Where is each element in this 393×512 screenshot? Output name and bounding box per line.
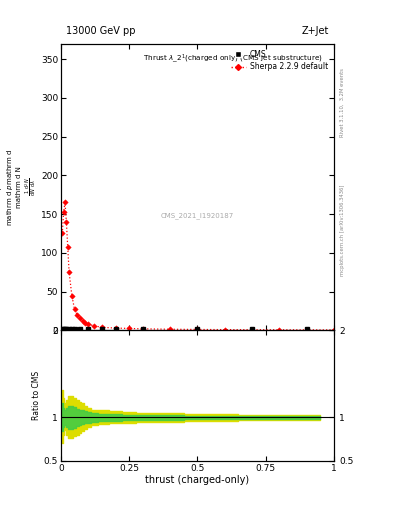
Legend: CMS, Sherpa 2.2.9 default: CMS, Sherpa 2.2.9 default xyxy=(228,47,330,74)
Y-axis label: mathrm d$^2$N
mathrm d $p$mathrm d
mathrm d $p$mathrm d
mathrm d N
$\frac{1}{\ma: mathrm d$^2$N mathrm d $p$mathrm d mathr… xyxy=(0,148,40,226)
Y-axis label: Ratio to CMS: Ratio to CMS xyxy=(32,371,41,420)
Text: Rivet 3.1.10,  3.2M events: Rivet 3.1.10, 3.2M events xyxy=(340,68,345,137)
Text: CMS_2021_I1920187: CMS_2021_I1920187 xyxy=(161,212,234,219)
Text: Z+Jet: Z+Jet xyxy=(301,26,329,36)
Text: Thrust $\lambda$_2$^1$(charged only) (CMS jet substructure): Thrust $\lambda$_2$^1$(charged only) (CM… xyxy=(143,52,323,65)
X-axis label: thrust (charged-only): thrust (charged-only) xyxy=(145,475,250,485)
Text: mcplots.cern.ch [arXiv:1306.3436]: mcplots.cern.ch [arXiv:1306.3436] xyxy=(340,185,345,276)
Text: 13000 GeV pp: 13000 GeV pp xyxy=(66,26,136,36)
